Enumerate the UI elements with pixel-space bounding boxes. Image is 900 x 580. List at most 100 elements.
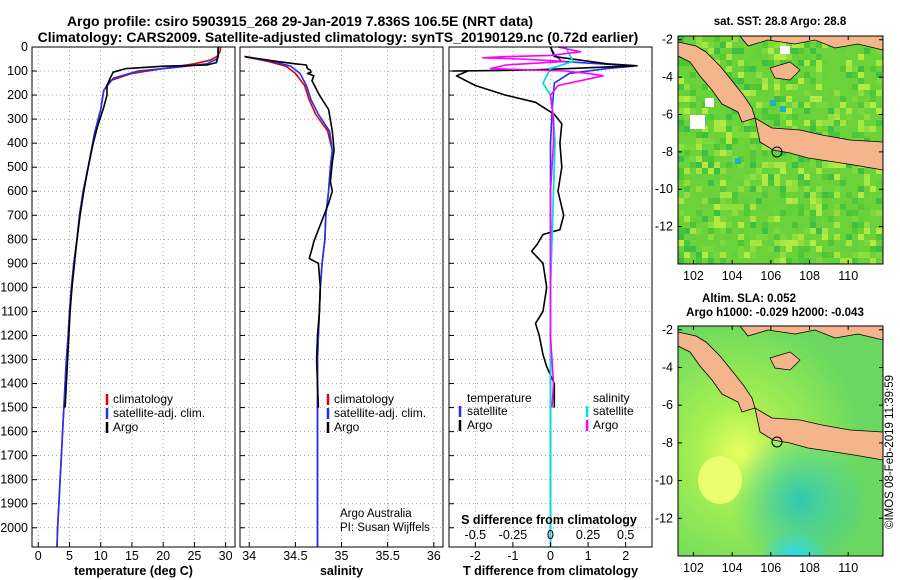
sst-pixel (846, 60, 852, 66)
x-tick-label: 5 (66, 549, 73, 563)
x-tick-label: 0 (35, 549, 42, 563)
sst-pixel (770, 100, 776, 106)
sst-pixel (732, 216, 738, 222)
y-tick-label: 200 (7, 88, 28, 102)
argo-position-marker (771, 436, 783, 448)
sst-pixel (858, 198, 864, 204)
sst-pixel (798, 126, 804, 132)
sst-pixel (762, 84, 768, 90)
map-x-tick-label: 108 (799, 561, 820, 575)
sst-pixel (714, 144, 720, 150)
sst-pixel (834, 258, 840, 264)
sst-pixel (732, 132, 738, 138)
sst-pixel (726, 114, 732, 120)
sst-pixel (720, 42, 726, 48)
sst-pixel (702, 252, 708, 258)
x-tick-label: 34 (242, 549, 256, 563)
secondary-tick-label: 0.25 (576, 528, 600, 542)
sst-pixel (720, 228, 726, 234)
sst-pixel (708, 180, 714, 186)
sst-pixel (798, 180, 804, 186)
bangka-island (769, 351, 801, 371)
sst-pixel (756, 84, 762, 90)
sst-pixel (756, 102, 762, 108)
sst-pixel (738, 228, 744, 234)
sst-pixel (690, 156, 696, 162)
sst-pixel (822, 60, 828, 66)
sst-pixel (714, 114, 720, 120)
sst-pixel (798, 204, 804, 210)
sst-pixel (804, 126, 810, 132)
sst-pixel (774, 216, 780, 222)
sst-pixel (684, 252, 690, 258)
map-y-tick-label: -6 (662, 107, 673, 121)
sst-pixel (792, 198, 798, 204)
sst-pixel (876, 48, 882, 54)
sst-pixel (798, 210, 804, 216)
timestamp-label: ©IMOS 08-Feb-2019 11:39:59 (884, 375, 896, 529)
sst-pixel (768, 246, 774, 252)
sst-map-axes: 102 104 106 108 110 -2 -4 -6 -8 -10 -12 (655, 33, 883, 283)
sst-pixel (708, 156, 714, 162)
sst-pixel (702, 156, 708, 162)
plot-frame (31, 46, 236, 548)
sst-pixel (816, 54, 822, 60)
java-land (754, 407, 883, 461)
sst-pixel (864, 204, 870, 210)
map-y-tick-label: -2 (662, 33, 673, 47)
sst-pixel (798, 60, 804, 66)
sst-pixel (702, 108, 708, 114)
sst-pixel (678, 234, 684, 240)
sst-pixel (762, 162, 768, 168)
sst-pixel (720, 204, 726, 210)
y-tick-label: 900 (7, 256, 28, 270)
java-land (754, 117, 883, 171)
sst-pixel (726, 72, 732, 78)
sst-pixel (750, 252, 756, 258)
sst-pixel (804, 42, 810, 48)
y-tick-label: 2000 (0, 521, 28, 535)
sst-pixel (858, 234, 864, 240)
sst-pixel (876, 198, 882, 204)
sst-pixel (714, 120, 720, 126)
sst-pixel (846, 66, 852, 72)
y-tick-label: 700 (7, 208, 28, 222)
sst-pixel (858, 216, 864, 222)
sst-pixel (702, 198, 708, 204)
sst-pixel (816, 186, 822, 192)
sst-pixel (846, 210, 852, 216)
sst-pixel (774, 174, 780, 180)
sst-pixel (822, 228, 828, 234)
map-x-tick-label: 108 (799, 269, 820, 283)
sst-pixel (834, 108, 840, 114)
sst-pixel (735, 158, 741, 164)
sst-pixel (696, 36, 702, 42)
sst-pixel (750, 240, 756, 246)
sst-pixel (780, 198, 786, 204)
sst-pixel (678, 258, 684, 264)
sst-pixel (816, 126, 822, 132)
sst-pixel (696, 228, 702, 234)
sst-pixel (792, 162, 798, 168)
sst-pixel (738, 180, 744, 186)
sst-pixel (858, 54, 864, 60)
sst-pixel (678, 198, 684, 204)
sst-pixel (756, 186, 762, 192)
sst-pixel (870, 126, 876, 132)
sst-map-title: sat. SST: 28.8 Argo: 28.8 (714, 16, 847, 28)
sst-pixel (816, 204, 822, 210)
y-tick-label: 1700 (0, 449, 28, 463)
sst-pixel (786, 84, 792, 90)
sst-pixel (792, 114, 798, 120)
y-tick-label: 1800 (0, 473, 28, 487)
sst-pixel (852, 258, 858, 264)
sst-pixel (846, 240, 852, 246)
sst-pixel (690, 96, 696, 102)
legend-label: satellite-adj. clim. (334, 406, 426, 420)
sst-pixel (696, 216, 702, 222)
sst-pixel (810, 96, 816, 102)
sst-pixel (810, 258, 816, 264)
sst-pixel (798, 240, 804, 246)
x-tick-label: 30 (219, 549, 233, 563)
